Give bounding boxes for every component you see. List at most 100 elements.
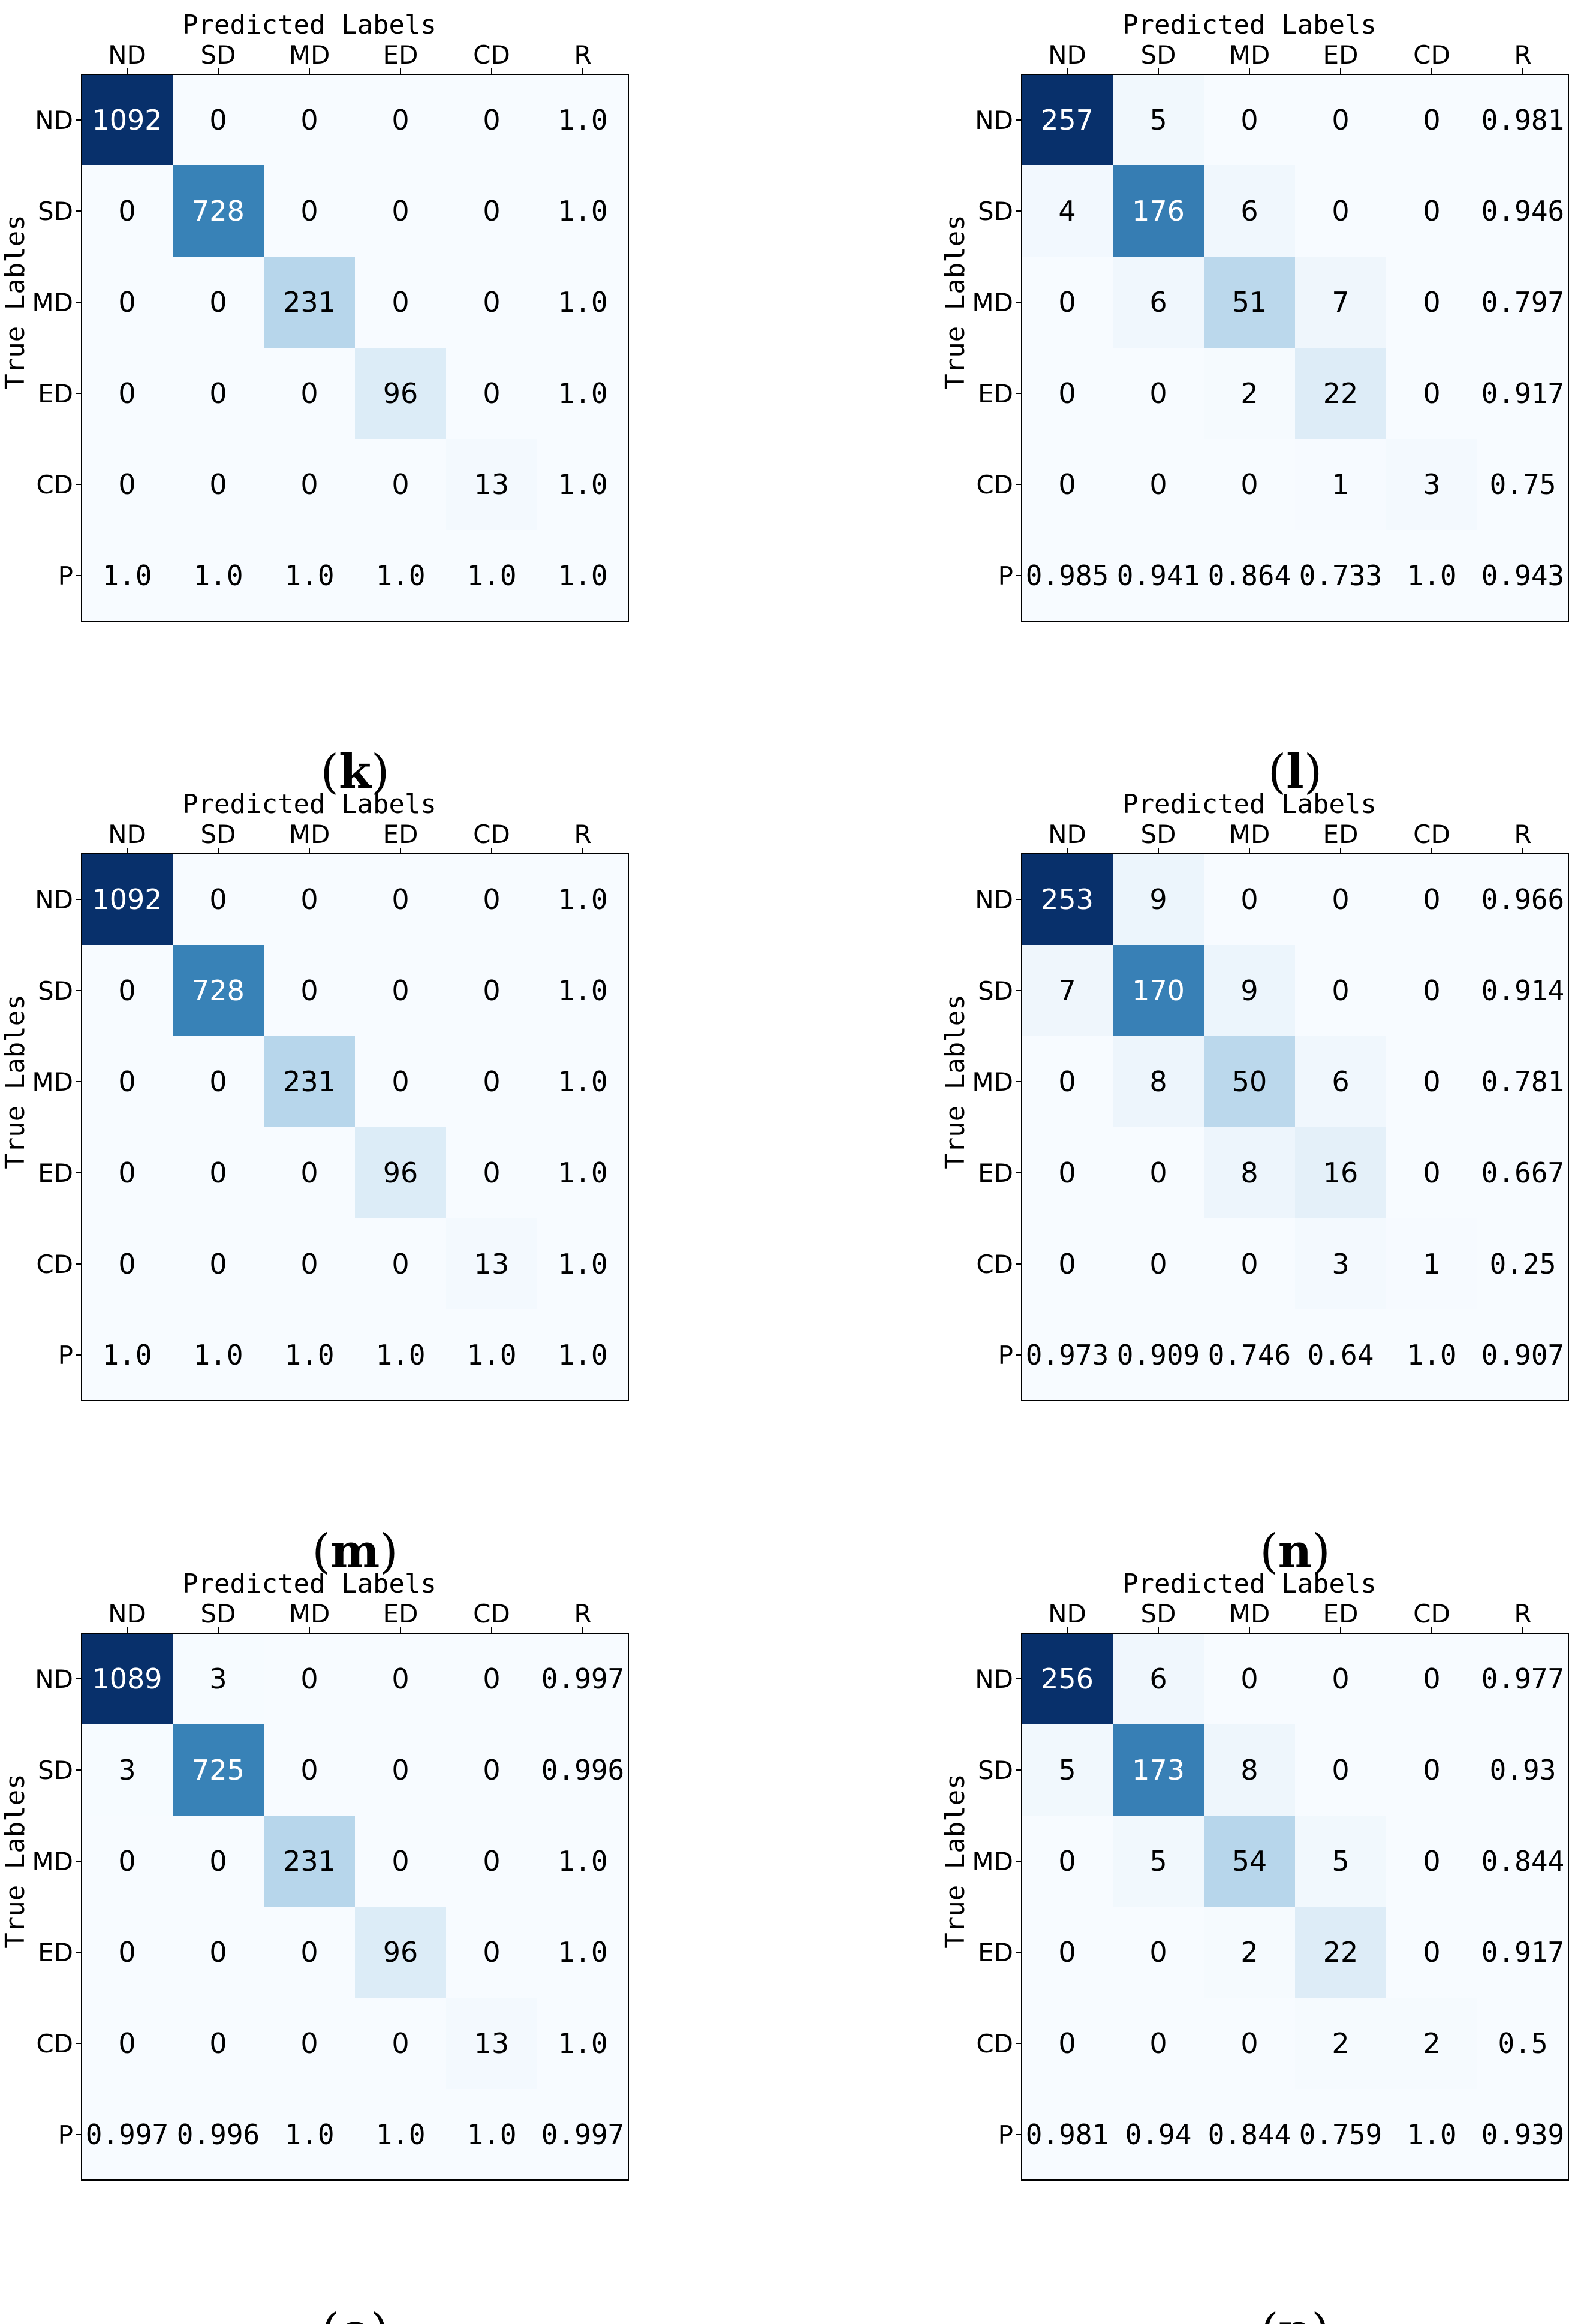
x-axis-title: Predicted Labels [1122, 1569, 1377, 1599]
cell-value: 8 [1240, 1157, 1258, 1189]
y-tick-label: CD [36, 2029, 73, 2058]
matrix-cell [355, 945, 446, 1036]
y-axis-title: True Lables [0, 1774, 31, 1948]
cell-value: 7 [1058, 974, 1076, 1007]
cell-value: 0 [483, 1754, 500, 1786]
precision-value: 0.996 [177, 2118, 260, 2151]
precision-value: 1.0 [375, 2118, 425, 2151]
y-tick-label: P [58, 561, 73, 591]
cell-value: 0 [1423, 1663, 1440, 1695]
x-tick-label: R [1514, 1599, 1531, 1628]
panel-caption: (n) [1260, 1524, 1330, 1579]
matrix-cell [1386, 348, 1477, 439]
x-tick-label: SD [200, 820, 236, 849]
cell-value: 0 [118, 195, 135, 227]
cell-value: 2 [1423, 2027, 1440, 2060]
matrix-cell [264, 1907, 355, 1998]
cell-value: 0 [483, 1845, 500, 1877]
matrix-cell [264, 439, 355, 530]
matrix-cell [82, 165, 173, 257]
cell-value: 0 [118, 286, 135, 318]
matrix-cell [1386, 1907, 1477, 1998]
y-tick-label: MD [972, 288, 1013, 317]
cell-value: 0 [483, 195, 500, 227]
x-tick-label: SD [200, 1599, 236, 1628]
matrix-cell [1204, 945, 1295, 1036]
matrix-cell [1295, 348, 1386, 439]
overall-accuracy-value: 0.997 [541, 2118, 624, 2151]
matrix-cell [1204, 1218, 1295, 1309]
matrix-cell [1295, 1724, 1386, 1816]
cell-value: 0 [118, 468, 135, 501]
cell-value: 176 [1132, 195, 1185, 227]
matrix-cell [82, 854, 173, 945]
cell-value: 0 [118, 1065, 135, 1098]
cell-value: 8 [1149, 1065, 1167, 1098]
recall-value: 0.667 [1481, 1157, 1564, 1189]
cell-value: 253 [1041, 883, 1094, 916]
cell-value: 725 [192, 1754, 245, 1786]
matrix-cell [1295, 1633, 1386, 1724]
matrix-cell [1022, 165, 1113, 257]
cell-value: 256 [1041, 1663, 1094, 1695]
cell-value: 13 [474, 468, 510, 501]
cell-value: 3 [118, 1754, 135, 1786]
y-tick-label: CD [976, 2029, 1013, 2058]
x-tick-label: ND [108, 820, 146, 849]
plot-frame [81, 1633, 629, 2181]
cell-value: 0 [392, 1754, 409, 1786]
cell-value: 16 [1323, 1157, 1359, 1189]
x-tick-label: CD [1413, 1599, 1450, 1628]
matrix-cell [446, 257, 537, 348]
panel-caption: (l) [1268, 745, 1323, 799]
matrix-cell [82, 1907, 173, 1998]
y-tick-label: ND [975, 106, 1013, 135]
cell-value: 22 [1323, 377, 1359, 410]
x-tick-label: ED [1323, 1599, 1359, 1628]
cell-value: 54 [1232, 1845, 1267, 1877]
cell-value: 3 [1332, 1248, 1349, 1280]
cell-value: 0 [118, 1157, 135, 1189]
confusion-matrix-panel: 253 9 0 0 0 7 170 9 0 0 0 8 50 6 0 0 0 8 16 0 0 0 0 3 1 0.966 0.91… [940, 789, 1569, 1579]
cell-value: 0 [300, 1157, 318, 1189]
matrix-cell [355, 1127, 446, 1218]
x-tick-label: MD [1229, 1599, 1270, 1628]
cell-value: 0 [483, 104, 500, 136]
matrix-cell [1204, 1724, 1295, 1816]
matrix-cell [264, 854, 355, 945]
x-tick-label: ND [108, 1599, 146, 1628]
cell-value: 0 [118, 2027, 135, 2060]
plot-frame [1021, 1633, 1569, 2181]
matrix-cell [1113, 257, 1204, 348]
matrix-cell [1113, 1633, 1204, 1724]
cell-value: 0 [1332, 195, 1349, 227]
cell-value: 0 [300, 195, 318, 227]
recall-value: 0.946 [1481, 195, 1564, 227]
matrix-cell [446, 348, 537, 439]
matrix-cell [82, 257, 173, 348]
cell-value: 0 [1423, 974, 1440, 1007]
plot-frame [1021, 853, 1569, 1401]
cell-value: 96 [383, 377, 418, 410]
matrix-cell [173, 348, 264, 439]
cell-value: 0 [300, 1936, 318, 1968]
cell-value: 5 [1332, 1845, 1349, 1877]
matrix-cell [1204, 1036, 1295, 1127]
matrix-cell [82, 1633, 173, 1724]
cell-value: 7 [1332, 286, 1349, 318]
y-tick-label: ND [975, 885, 1013, 914]
matrix-cell [355, 348, 446, 439]
matrix-cell [1386, 1127, 1477, 1218]
matrix-cell [1204, 1998, 1295, 2089]
cell-value: 0 [483, 1157, 500, 1189]
y-tick-label: CD [976, 470, 1013, 499]
cell-value: 0 [392, 1065, 409, 1098]
matrix-cell [173, 1724, 264, 1816]
matrix-cell [355, 74, 446, 165]
matrix-cell [1113, 1218, 1204, 1309]
precision-value: 1.0 [375, 1339, 425, 1371]
matrix-cell [264, 1816, 355, 1907]
matrix-cell [82, 945, 173, 1036]
precision-value: 1.0 [1407, 559, 1456, 592]
precision-value: 1.0 [375, 559, 425, 592]
